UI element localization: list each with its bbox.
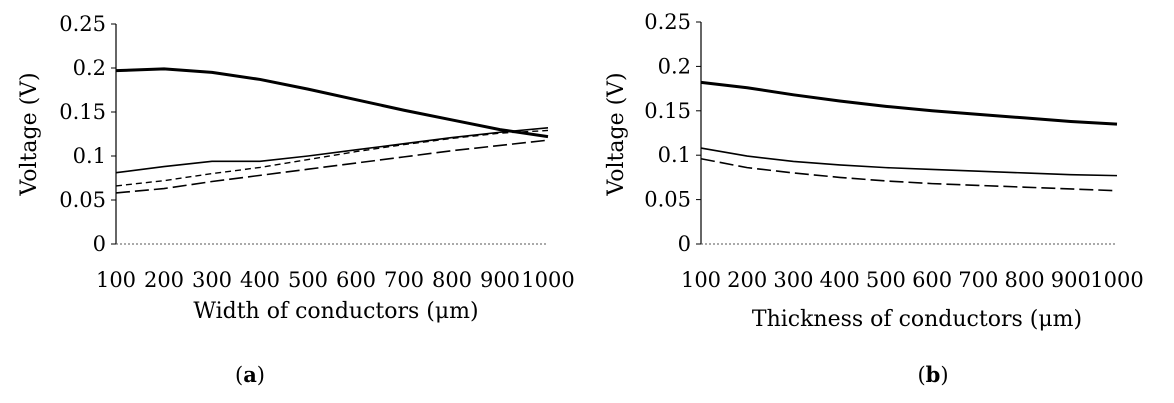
- y-tick-label: 0.05: [59, 188, 106, 212]
- series-line-1: [700, 80, 1118, 126]
- chart-panel-b: 0 0.05 0.1 0.15 0.2 0.25 100 200 300 400 500 600 700…: [587, 0, 1174, 403]
- x-tick-label: 100: [681, 268, 721, 292]
- y-tick-label: 0: [678, 232, 691, 256]
- caption-b-open: (: [917, 363, 926, 387]
- series-line-2: [700, 147, 1118, 177]
- y-axis-title: Voltage (V): [17, 72, 42, 196]
- series-line-4: [115, 139, 549, 194]
- caption-a: (a): [220, 362, 280, 387]
- caption-b: (b): [903, 362, 963, 387]
- y-tick-label: 0.25: [644, 10, 691, 34]
- y-tick-label: 0.1: [658, 143, 691, 167]
- x-tick-label: 800: [432, 268, 472, 292]
- x-tick-label: 1000: [1090, 268, 1143, 292]
- x-tick-label: 100: [96, 268, 136, 292]
- x-tick-label: 300: [192, 268, 232, 292]
- y-tick-label: 0.15: [59, 100, 106, 124]
- y-tick-label: 0.05: [644, 188, 691, 212]
- y-tick-label: 0.15: [644, 99, 691, 123]
- x-tick-label: 1000: [521, 268, 574, 292]
- caption-b-letter: b: [925, 362, 941, 387]
- y-tick-label: 0.2: [658, 54, 691, 78]
- x-tick-label: 500: [288, 268, 328, 292]
- x-tick-label: 500: [866, 268, 906, 292]
- y-tick-label: 0.25: [59, 12, 106, 36]
- x-tick-label: 800: [1005, 268, 1045, 292]
- series-line-3: [700, 157, 1118, 192]
- y-tick-label: 0: [93, 232, 106, 256]
- x-tick-label: 600: [336, 268, 376, 292]
- chart-panel-a: 0 0.05 0.1 0.15 0.2 0.25 100 200 300 400 500 600 700…: [17, 12, 575, 387]
- x-tick-label: 400: [820, 268, 860, 292]
- caption-a-close: ): [256, 363, 265, 387]
- series-line-1: [115, 67, 549, 139]
- caption-b-close: ): [940, 363, 949, 387]
- x-tick-label: 200: [727, 268, 767, 292]
- caption-a-letter: a: [243, 362, 257, 387]
- x-tick-label: 900: [1051, 268, 1091, 292]
- x-tick-label: 700: [958, 268, 998, 292]
- caption-a-open: (: [234, 363, 244, 387]
- chart-b-svg: 0 0.05 0.1 0.15 0.2 0.25 100 200 300 400 500 600 700…: [604, 10, 1144, 332]
- y-axis-title: Voltage (V): [604, 72, 629, 196]
- chart-a-svg: 0 0.05 0.1 0.15 0.2 0.25 100 200 300 400 500 600 700…: [17, 12, 575, 324]
- x-tick-label: 700: [384, 268, 424, 292]
- x-tick-label: 900: [480, 268, 520, 292]
- series-line-2: [115, 127, 549, 174]
- x-tick-label: 200: [144, 268, 184, 292]
- x-tick-label: 300: [773, 268, 813, 292]
- x-axis-title: Width of conductors (μm): [193, 299, 478, 324]
- x-tick-label: 400: [240, 268, 280, 292]
- x-axis-title: Thickness of conductors (μm): [752, 307, 1082, 332]
- y-tick-label: 0.2: [73, 56, 106, 80]
- x-tick-label: 600: [912, 268, 952, 292]
- y-tick-label: 0.1: [73, 144, 106, 168]
- series-line-3: [115, 129, 549, 187]
